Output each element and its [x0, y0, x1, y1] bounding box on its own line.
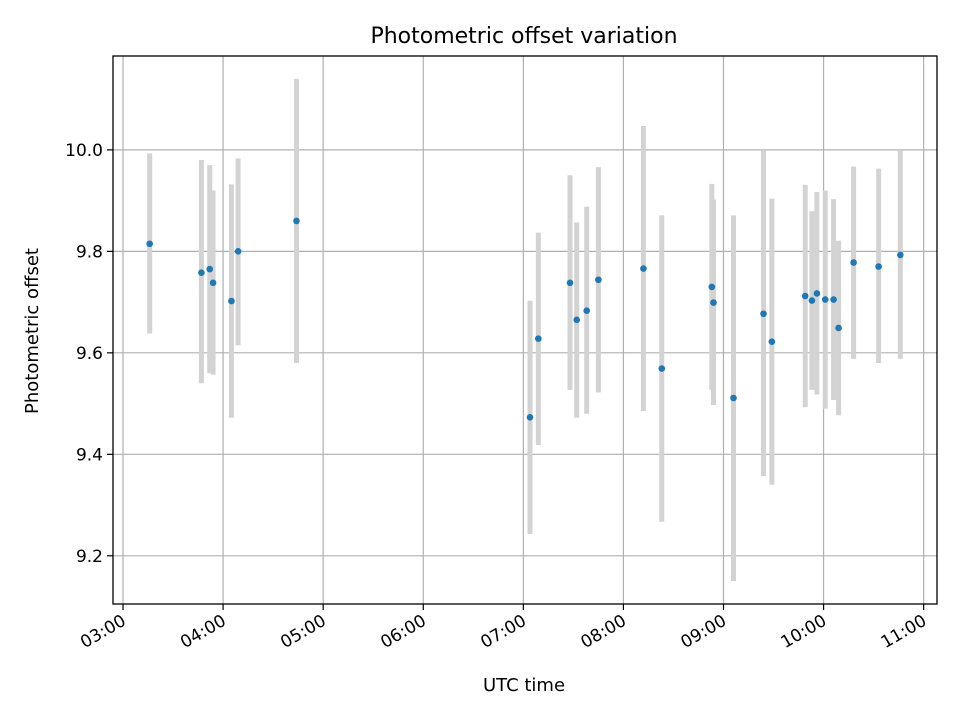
data-point	[760, 310, 767, 318]
y-tick-label: 9.8	[76, 242, 103, 262]
data-point	[875, 263, 882, 270]
data-point	[234, 248, 242, 255]
x-axis-label: UTC time	[483, 675, 565, 696]
data-point	[526, 413, 534, 421]
data-point	[821, 296, 829, 303]
y-axis-label: Photometric offset	[22, 248, 43, 414]
grid	[113, 56, 937, 604]
data-point	[535, 335, 542, 342]
x-tick-label: 09:00	[678, 611, 730, 653]
data-point	[583, 307, 591, 315]
data-point	[897, 251, 904, 259]
data-point	[595, 276, 602, 284]
data-point	[830, 296, 837, 303]
data-point	[658, 365, 666, 372]
x-tick-label: 04:00	[177, 611, 229, 653]
x-tick-label: 06:00	[377, 611, 429, 653]
data-point	[708, 283, 716, 291]
data-point	[206, 265, 214, 273]
data-point	[146, 240, 153, 248]
data-point	[850, 259, 857, 266]
data-point	[730, 394, 737, 402]
y-tick-label: 10.0	[65, 141, 103, 161]
chart-title: Photometric offset variation	[370, 24, 677, 49]
data-points	[146, 217, 904, 421]
data-point	[209, 279, 217, 287]
x-tick-label: 03:00	[77, 611, 129, 653]
x-tick-label: 10:00	[778, 611, 830, 653]
data-point	[198, 269, 205, 276]
data-point	[801, 292, 809, 300]
plot-frame	[112, 55, 938, 605]
data-point	[228, 297, 235, 305]
x-tick-label: 11:00	[878, 611, 930, 653]
data-point	[813, 290, 821, 297]
data-point	[808, 297, 816, 304]
x-tick-label: 08:00	[577, 611, 629, 653]
data-point	[710, 299, 717, 306]
y-tick-label: 9.2	[76, 547, 103, 567]
data-point	[835, 324, 842, 332]
y-tick-label: 9.4	[76, 445, 103, 465]
axis-ticks: 03:00 04:00 05:00 06:00 07:00 08:00 09:00 10:00…	[65, 141, 930, 653]
x-tick-label: 07:00	[477, 611, 529, 653]
data-point	[293, 217, 300, 225]
data-point	[640, 265, 647, 272]
data-point	[768, 338, 776, 345]
y-tick-label: 9.6	[76, 344, 103, 364]
data-point	[566, 279, 574, 287]
x-tick-label: 05:00	[277, 611, 329, 653]
data-point	[573, 316, 581, 324]
error-bars	[147, 78, 903, 582]
